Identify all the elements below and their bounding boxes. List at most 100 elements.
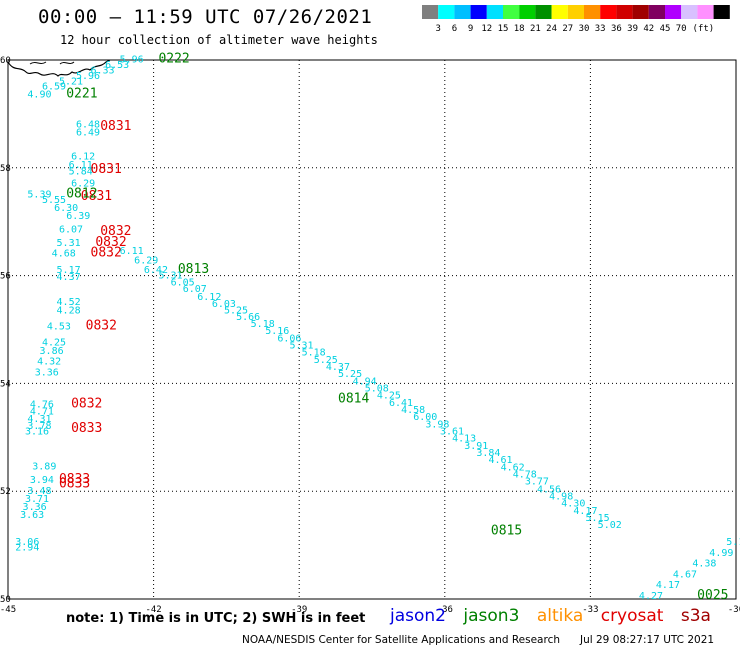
swh-value: 6.06 xyxy=(277,333,301,344)
swh-value: 3.78 xyxy=(27,421,51,432)
colorbar-swatch xyxy=(681,5,698,19)
swh-value: 3.61 xyxy=(440,427,464,438)
colorbar-label: 30 xyxy=(579,24,590,34)
colorbar-label: 21 xyxy=(530,24,541,34)
coastline-islands xyxy=(29,61,75,65)
swh-value: 6.59 xyxy=(42,82,66,93)
swh-value: 4.17 xyxy=(573,506,597,517)
colorbar-swatch xyxy=(503,5,520,19)
track-time-label: 0812 xyxy=(66,186,97,201)
colorbar-swatch xyxy=(470,5,487,19)
swh-value: 3.89 xyxy=(32,462,56,473)
swh-value: 5.31 xyxy=(158,270,182,281)
colorbar-swatch xyxy=(567,5,584,19)
map-frame xyxy=(7,59,737,600)
latitude-tick-label: 54 xyxy=(0,379,11,389)
colorbar-swatch xyxy=(535,5,552,19)
colorbar-swatch xyxy=(422,5,439,19)
longitude-tick-label: -30 xyxy=(728,605,740,615)
swh-value: 6.03 xyxy=(212,299,236,310)
swh-value: 4.37 xyxy=(57,272,81,283)
coastline-path xyxy=(7,59,111,77)
track-time-label: 0833 xyxy=(59,472,90,487)
colorbar-label: 3 xyxy=(435,24,440,34)
colorbar-label: 18 xyxy=(514,24,525,34)
swh-value: 6.29 xyxy=(134,256,158,267)
swh-value: 4.67 xyxy=(673,569,697,580)
swh-values: 5.966.536.335.965.216.594.906.486.496.12… xyxy=(15,55,740,602)
legend-s3a: s3a xyxy=(680,606,711,626)
swh-value: 5.17 xyxy=(57,265,81,276)
swh-value: 5.31 xyxy=(57,238,81,249)
axis-labels: -45 -42 -39 -36 -33 -30 50 52 54 56 58 60 xyxy=(0,56,740,615)
swh-value: 5.84 xyxy=(69,166,93,177)
swh-value: 5.39 xyxy=(27,189,51,200)
colorbar-label: 9 xyxy=(468,24,473,34)
swh-value: 4.78 xyxy=(513,470,537,481)
colorbar-label: 33 xyxy=(595,24,606,34)
swh-value: 2.94 xyxy=(15,542,39,553)
swh-value: 6.07 xyxy=(183,284,207,295)
swh-value: 5.15 xyxy=(586,513,610,524)
swh-value: 3.48 xyxy=(27,486,51,497)
swh-value: 4.31 xyxy=(27,414,51,425)
credit-timestamp: Jul 29 08:27:17 UTC 2021 xyxy=(580,634,715,646)
swh-value: 5.55 xyxy=(42,195,66,206)
track-time-label: 0833 xyxy=(59,476,90,491)
satellite-legend: jason2 jason3 altika cryosat s3a xyxy=(390,606,723,626)
colorbar-label: 24 xyxy=(546,24,557,34)
swh-value: 4.58 xyxy=(401,405,425,416)
colorbar-label: 6 xyxy=(452,24,457,34)
swh-value: 6.05 xyxy=(171,277,195,288)
track-time-label: 0832 xyxy=(95,235,126,250)
swh-value: 6.33 xyxy=(91,65,115,76)
credit-line: NOAA/NESDIS Center for Satellite Applica… xyxy=(242,634,560,646)
legend-cryosat: cryosat xyxy=(600,606,664,626)
swh-value: 3.71 xyxy=(25,494,49,505)
latitude-tick-label: 60 xyxy=(0,56,11,66)
map-grid xyxy=(7,59,737,600)
longitude-tick-label: -39 xyxy=(291,605,307,615)
swh-value: 6.41 xyxy=(389,398,413,409)
swh-value: 4.37 xyxy=(326,362,350,373)
track-time-label: 0025 xyxy=(697,588,728,603)
track-time-label: 0832 xyxy=(91,246,122,261)
colorbar-swatch xyxy=(648,5,665,19)
colorbar-label: 70 xyxy=(676,24,687,34)
swh-value: 4.25 xyxy=(377,390,401,401)
colorbar-swatch xyxy=(600,5,617,19)
track-time-label: 0831 xyxy=(100,119,131,134)
swh-value: 3.84 xyxy=(476,448,500,459)
swh-value: 4.62 xyxy=(501,463,525,474)
track-time-label: 0831 xyxy=(91,162,122,177)
colorbar-swatch xyxy=(616,5,633,19)
colorbar-label: 39 xyxy=(627,24,638,34)
swh-value: 4.32 xyxy=(37,357,61,368)
swh-value: 3.91 xyxy=(464,441,488,452)
swh-value: 5.96 xyxy=(120,55,144,66)
swh-value: 6.39 xyxy=(66,211,90,222)
swh-value: 5.25 xyxy=(338,369,362,380)
swh-value: 4.38 xyxy=(692,559,716,570)
colorbar-label: 36 xyxy=(611,24,622,34)
swh-value: 3.36 xyxy=(23,502,47,513)
swh-value: 3.94 xyxy=(30,475,54,486)
swh-value: 5.66 xyxy=(236,312,260,323)
track-time-label: 0831 xyxy=(81,189,112,204)
legend-jason3: jason3 xyxy=(463,606,520,626)
swh-value: 4.90 xyxy=(27,90,51,101)
swh-value: 6.30 xyxy=(54,203,78,214)
swh-value: 4.25 xyxy=(42,338,66,349)
colorbar-swatch xyxy=(551,5,568,19)
swh-value: 4.68 xyxy=(52,249,76,260)
swh-value: 4.13 xyxy=(452,434,476,445)
swh-value: 6.29 xyxy=(71,179,95,190)
colorbar-swatch xyxy=(584,5,601,19)
swh-value: 3.06 xyxy=(15,537,39,548)
latitude-tick-label: 58 xyxy=(0,164,11,174)
longitude-tick-label: -42 xyxy=(145,605,161,615)
swh-value: 5.18 xyxy=(251,319,275,330)
colorbar-swatch xyxy=(632,5,649,19)
track-time-label: 0833 xyxy=(71,421,102,436)
